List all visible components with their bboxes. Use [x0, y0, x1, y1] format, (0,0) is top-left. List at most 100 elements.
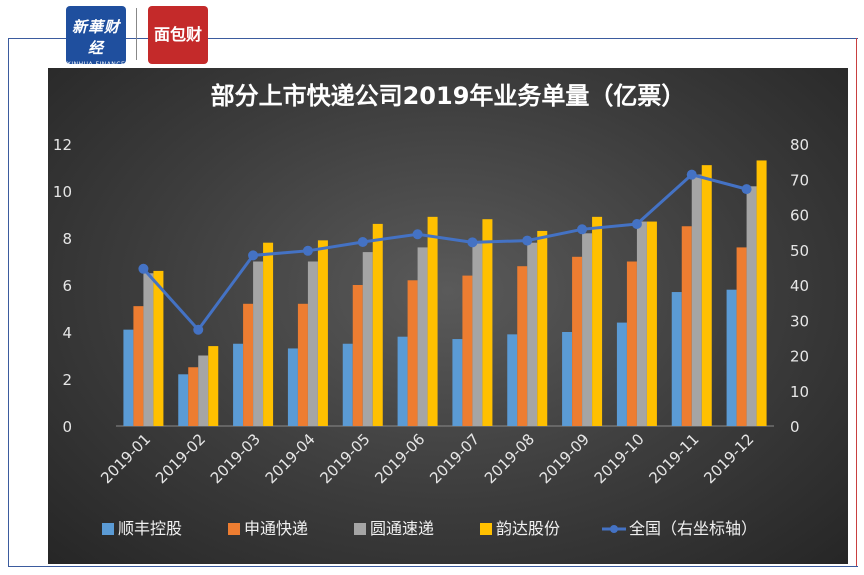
chart-svg: 部分上市快递公司2019年业务单量（亿票） 0 2 4 6 8 10 12 0 10 20 30 4…: [53, 82, 809, 538]
national-point: [686, 169, 697, 180]
national-point: [302, 245, 313, 256]
bar: [472, 242, 483, 426]
bar: [198, 355, 209, 426]
national-point: [741, 184, 752, 195]
bar: [287, 348, 298, 426]
x-tick-label: 2019-05: [317, 430, 374, 487]
bar: [342, 343, 353, 426]
legend-label: 全国（右坐标轴）: [629, 519, 757, 538]
bars: [123, 160, 767, 426]
bar: [208, 346, 219, 426]
x-tick-label: 2019-06: [371, 430, 428, 487]
x-tick-label: 2019-09: [536, 430, 593, 487]
x-tick-label: 2019-04: [262, 430, 319, 487]
bar: [572, 256, 583, 426]
y-right-tick-label: 20: [790, 348, 809, 366]
bar: [133, 306, 144, 426]
legend-swatch: [228, 523, 240, 535]
bar: [153, 270, 164, 426]
y-left-tick-label: 8: [62, 230, 72, 248]
y-axis-left: 0 2 4 6 8 10 12: [53, 136, 72, 436]
legend-label: 顺丰控股: [118, 519, 182, 538]
legend: 顺丰控股 申通快递 圆通速递 韵达股份 全国（右坐标轴）: [102, 519, 757, 538]
x-tick-label: 2019-02: [152, 430, 209, 487]
national-line: [138, 169, 752, 335]
bar: [537, 230, 548, 426]
frame-right-line: [856, 38, 857, 566]
bar: [188, 367, 199, 426]
bar: [517, 266, 528, 426]
y-right-tick-label: 10: [790, 383, 809, 401]
bar: [143, 273, 154, 426]
bar: [407, 280, 418, 426]
national-point: [467, 237, 478, 248]
bar: [362, 252, 373, 426]
frame-left-line: [8, 38, 9, 566]
bar: [397, 336, 408, 426]
bar: [372, 223, 383, 426]
chart-container: 部分上市快递公司2019年业务单量（亿票） 0 2 4 6 8 10 12 0 10 20 30 4…: [48, 68, 848, 564]
legend-swatch: [102, 523, 114, 535]
xinhua-logo-subtext: XINHUA FINANCE: [66, 61, 126, 68]
national-point: [248, 250, 259, 261]
logo-divider: [136, 8, 137, 60]
bar: [462, 275, 473, 426]
national-series-line: [142, 173, 747, 333]
legend-swatch: [354, 523, 366, 535]
bar: [452, 339, 463, 426]
national-point: [631, 219, 642, 230]
caijing-logo: 面包财经: [148, 6, 208, 102]
frame-top-line: [8, 38, 858, 39]
x-tick-label: 2019-12: [700, 430, 757, 487]
bar: [736, 247, 747, 426]
x-tick-label: 2019-11: [646, 430, 703, 487]
national-point: [138, 263, 149, 274]
bar: [243, 303, 254, 426]
bar: [626, 261, 637, 426]
y-right-tick-label: 70: [790, 171, 809, 189]
frame-bottom-line: [8, 566, 858, 567]
bar: [417, 247, 428, 426]
bar: [691, 174, 702, 426]
bar: [671, 292, 682, 426]
bar: [562, 332, 573, 426]
national-point: [193, 324, 204, 335]
national-point: [522, 235, 533, 246]
bar: [636, 221, 647, 426]
x-tick-label: 2019-07: [426, 430, 483, 487]
bar: [178, 374, 189, 426]
national-point: [577, 224, 588, 235]
bar: [726, 289, 737, 426]
y-right-tick-label: 40: [790, 277, 809, 295]
y-right-tick-label: 50: [790, 242, 809, 260]
bar: [233, 343, 244, 426]
bar: [701, 165, 712, 426]
y-left-tick-label: 10: [53, 183, 72, 201]
x-tick-label: 2019-03: [207, 430, 264, 487]
legend-swatch-marker: [610, 525, 618, 533]
bar: [123, 329, 134, 426]
y-left-tick-label: 0: [62, 418, 72, 436]
national-point: [412, 229, 423, 240]
bar: [307, 261, 318, 426]
y-left-tick-label: 2: [62, 371, 72, 389]
bar: [263, 242, 274, 426]
bar: [482, 219, 493, 426]
bar: [253, 261, 264, 426]
x-tick-label: 2019-10: [591, 430, 648, 487]
bar: [646, 221, 657, 426]
y-right-tick-label: 80: [790, 136, 809, 154]
bar: [582, 233, 593, 426]
bar: [746, 186, 757, 426]
legend-label: 圆通速递: [370, 519, 434, 538]
bar: [592, 216, 603, 426]
legend-label: 韵达股份: [496, 519, 560, 538]
y-left-tick-label: 12: [53, 136, 72, 154]
xinhua-finance-logo: 新華财经 XINHUA FINANCE • • • •: [66, 6, 126, 80]
xinhua-logo-text: 新華财经: [71, 18, 120, 57]
bar: [756, 160, 767, 426]
bar: [507, 334, 518, 426]
national-point: [357, 236, 368, 247]
bar: [527, 242, 538, 426]
y-left-tick-label: 6: [62, 277, 72, 295]
